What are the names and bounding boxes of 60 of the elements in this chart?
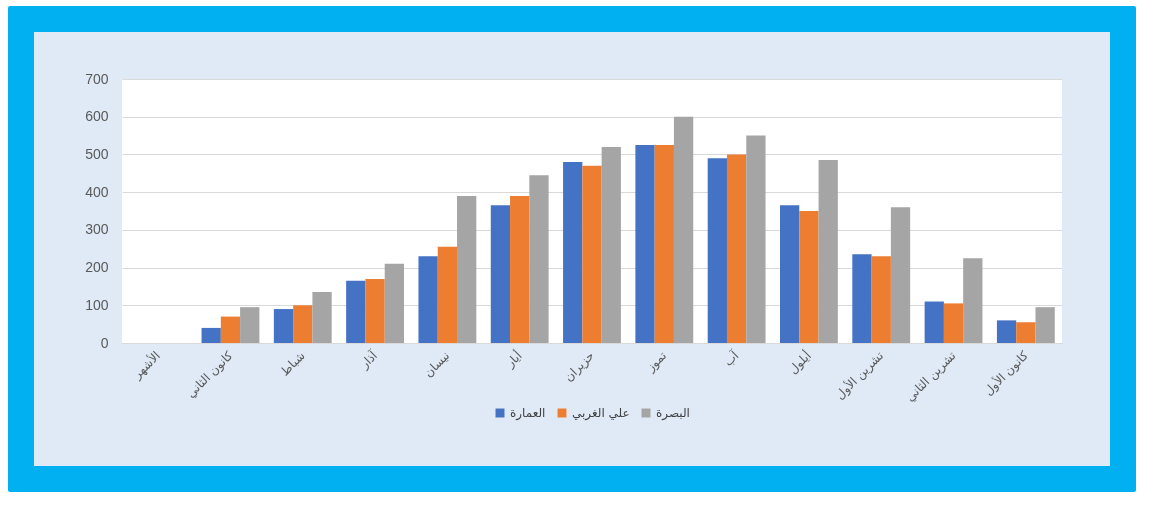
bar <box>201 327 221 343</box>
legend-label: العمارة <box>510 406 546 421</box>
bar <box>780 205 800 343</box>
x-tick-label: آذار <box>356 347 382 373</box>
x-tick-label: آب <box>720 347 743 369</box>
x-tick-label: تشرين الثاني <box>902 348 960 405</box>
x-tick-label: شباط <box>277 348 308 379</box>
bar <box>365 278 385 343</box>
bar <box>601 146 621 343</box>
bar <box>924 301 944 343</box>
bar <box>240 307 260 343</box>
bar <box>871 256 891 343</box>
bar <box>384 263 404 343</box>
bar <box>457 195 477 343</box>
bar <box>312 292 332 343</box>
bar <box>437 246 458 343</box>
y-tick-label: 600 <box>85 108 109 125</box>
x-tick-label: تشرين الأول <box>831 347 887 403</box>
bar <box>220 316 241 343</box>
bar <box>635 145 655 343</box>
x-tick-label: تموز <box>642 348 670 376</box>
bar <box>963 258 983 343</box>
bar <box>418 256 438 343</box>
x-tick-label: أيلول <box>785 347 815 378</box>
y-tick-label: 500 <box>85 145 109 162</box>
x-tick-label: أيار <box>501 347 526 372</box>
y-tick-label: 400 <box>85 183 109 200</box>
bar <box>529 175 549 343</box>
bar <box>890 207 911 343</box>
bar <box>943 303 964 343</box>
x-tick-label: الأشهر <box>128 347 164 383</box>
y-tick-label: 0 <box>100 334 109 351</box>
legend-label: علي الغربي <box>572 406 630 421</box>
y-tick-label: 700 <box>85 70 109 87</box>
bar <box>707 158 727 343</box>
bar <box>563 161 583 343</box>
bar <box>510 195 530 343</box>
bar <box>346 280 366 343</box>
y-tick-label: 100 <box>85 296 109 313</box>
x-tick-label: حزيران <box>561 348 598 385</box>
bar <box>1035 307 1055 343</box>
y-tick-label: 300 <box>85 221 109 238</box>
bar <box>746 135 766 343</box>
bar <box>852 254 872 343</box>
bar <box>996 320 1017 343</box>
legend-label: البصرة <box>656 406 690 421</box>
bar <box>818 160 838 343</box>
x-tick-label: نيسان <box>421 348 453 380</box>
bar <box>673 116 694 343</box>
bar <box>490 205 511 343</box>
bar <box>273 309 294 343</box>
bar <box>726 154 747 343</box>
y-tick-label: 200 <box>85 259 109 276</box>
bar <box>293 305 313 343</box>
bar <box>654 145 674 343</box>
x-tick-label: كانون الأول <box>980 347 1032 399</box>
bar <box>582 165 602 343</box>
bar <box>1016 322 1036 343</box>
bar <box>799 211 819 343</box>
x-tick-label: كانون الثاني <box>183 348 237 401</box>
